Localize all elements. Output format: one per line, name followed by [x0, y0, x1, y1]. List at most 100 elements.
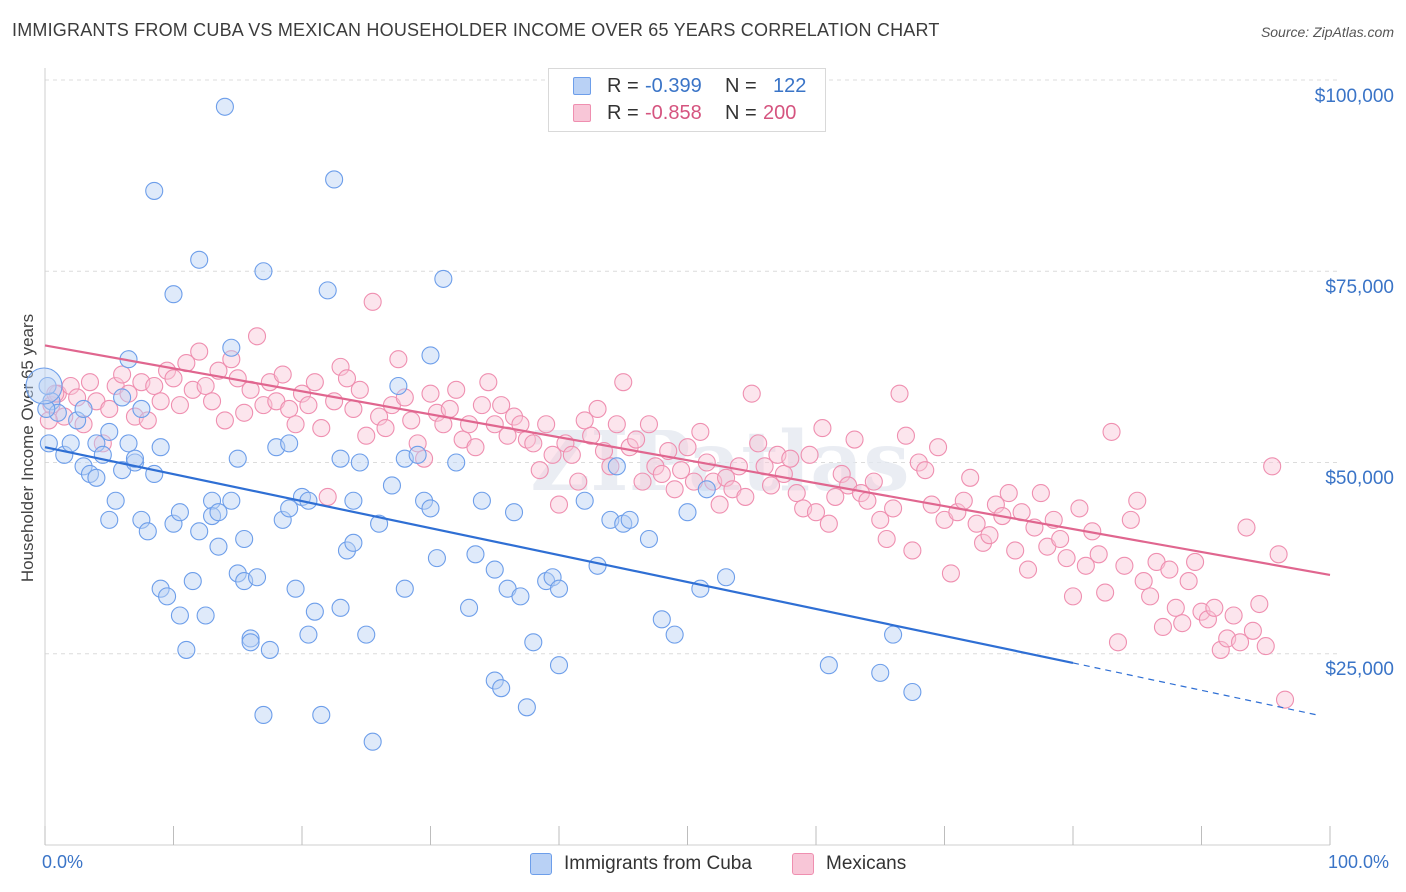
point-pink-188	[1250, 594, 1269, 614]
y-tick-label-25000: $25,000	[1325, 659, 1394, 680]
point-blue-83	[427, 549, 446, 568]
point-blue-62	[305, 602, 324, 621]
point-pink-20	[170, 396, 189, 415]
legend-r-value-pink: -0.858	[645, 101, 702, 124]
point-blue-76	[389, 376, 408, 396]
bottom-legend-label-blue: Immigrants from Cuba	[564, 853, 752, 874]
point-pink-149	[999, 484, 1018, 503]
point-pink-97	[665, 480, 684, 499]
point-blue-44	[228, 564, 247, 583]
point-pink-125	[845, 430, 864, 449]
point-pink-77	[537, 415, 556, 434]
point-blue-42	[222, 338, 241, 357]
point-pink-11	[113, 365, 132, 384]
point-pink-143	[961, 468, 980, 487]
point-pink-180	[1198, 610, 1217, 629]
legend-n-label-blue: N =	[725, 74, 757, 97]
point-pink-104	[710, 495, 729, 514]
point-pink-37	[280, 399, 299, 419]
point-pink-23	[190, 342, 209, 361]
point-pink-135	[909, 453, 928, 472]
point-blue-65	[325, 170, 344, 189]
point-blue-40	[209, 537, 228, 556]
point-blue-25	[151, 579, 170, 598]
point-pink-108	[736, 487, 755, 506]
point-blue-106	[620, 510, 639, 529]
point-pink-168	[1121, 510, 1140, 529]
point-blue-39	[209, 503, 228, 522]
point-blue-34	[190, 522, 209, 541]
point-pink-159	[1063, 587, 1083, 606]
chart-title: IMMIGRANTS FROM CUBA VS MEXICAN HOUSEHOL…	[12, 20, 940, 40]
point-pink-170	[1134, 572, 1153, 591]
point-blue-67	[331, 449, 350, 468]
point-blue-48	[241, 629, 260, 648]
point-blue-57	[280, 499, 299, 518]
point-pink-127	[858, 491, 877, 510]
x-axis-max-label: 100.0%	[1328, 852, 1390, 872]
point-pink-9	[100, 399, 119, 419]
point-blue-104	[607, 457, 626, 476]
point-pink-41	[305, 373, 324, 392]
point-blue-109	[665, 625, 684, 644]
point-pink-121	[819, 514, 838, 533]
point-pink-133	[896, 426, 916, 445]
point-pink-116	[787, 484, 806, 503]
point-blue-20	[132, 399, 151, 419]
point-pink-52	[376, 419, 395, 438]
point-pink-182	[1211, 640, 1230, 659]
point-pink-187	[1243, 621, 1262, 640]
point-pink-123	[832, 464, 851, 484]
point-pink-17	[151, 392, 170, 411]
point-pink-160	[1070, 499, 1089, 518]
point-blue-96	[524, 633, 543, 652]
point-pink-119	[806, 503, 826, 522]
point-blue-55	[273, 510, 292, 529]
point-pink-122	[826, 487, 845, 506]
correlation-legend: R = -0.399 N = 122 R = -0.858 N = 200	[548, 68, 826, 132]
point-pink-132	[890, 384, 909, 403]
point-pink-138	[929, 438, 948, 457]
bottom-legend-pink: Mexicans	[792, 852, 906, 876]
point-pink-46	[337, 369, 357, 388]
point-blue-118	[38, 376, 57, 396]
point-pink-175	[1166, 598, 1185, 617]
legend-r-label-blue: R =	[607, 74, 639, 97]
point-pink-101	[691, 422, 710, 441]
point-pink-192	[1275, 690, 1295, 709]
point-pink-82	[569, 472, 588, 491]
point-pink-67	[472, 396, 491, 415]
point-blue-79	[408, 445, 427, 464]
point-blue-32	[177, 640, 196, 659]
point-blue-72	[357, 625, 376, 644]
point-pink-88	[607, 415, 626, 434]
point-pink-140	[941, 564, 960, 583]
point-pink-45	[331, 357, 350, 376]
point-pink-92	[633, 472, 652, 491]
point-blue-63	[312, 705, 331, 725]
point-pink-87	[601, 457, 620, 476]
point-pink-42	[312, 419, 331, 438]
point-blue-52	[254, 705, 273, 725]
point-pink-105	[716, 468, 736, 487]
point-blue-82	[421, 499, 440, 518]
point-pink-83	[575, 411, 594, 430]
point-blue-74	[370, 514, 389, 533]
point-blue-112	[697, 480, 716, 499]
point-blue-120	[37, 399, 56, 419]
point-pink-91	[627, 430, 646, 449]
point-blue-95	[517, 698, 536, 717]
x-axis-min-label: 0.0%	[42, 852, 84, 872]
legend-r-value-blue: -0.399	[645, 74, 702, 97]
point-pink-15	[138, 411, 157, 430]
point-pink-145	[973, 533, 993, 552]
point-pink-48	[350, 380, 369, 399]
point-blue-75	[382, 476, 402, 495]
point-blue-11	[100, 422, 119, 441]
point-pink-16	[145, 376, 164, 396]
point-blue-49	[241, 633, 260, 652]
point-pink-25	[203, 392, 222, 411]
point-pink-72	[504, 407, 524, 426]
point-blue-14	[113, 388, 132, 407]
